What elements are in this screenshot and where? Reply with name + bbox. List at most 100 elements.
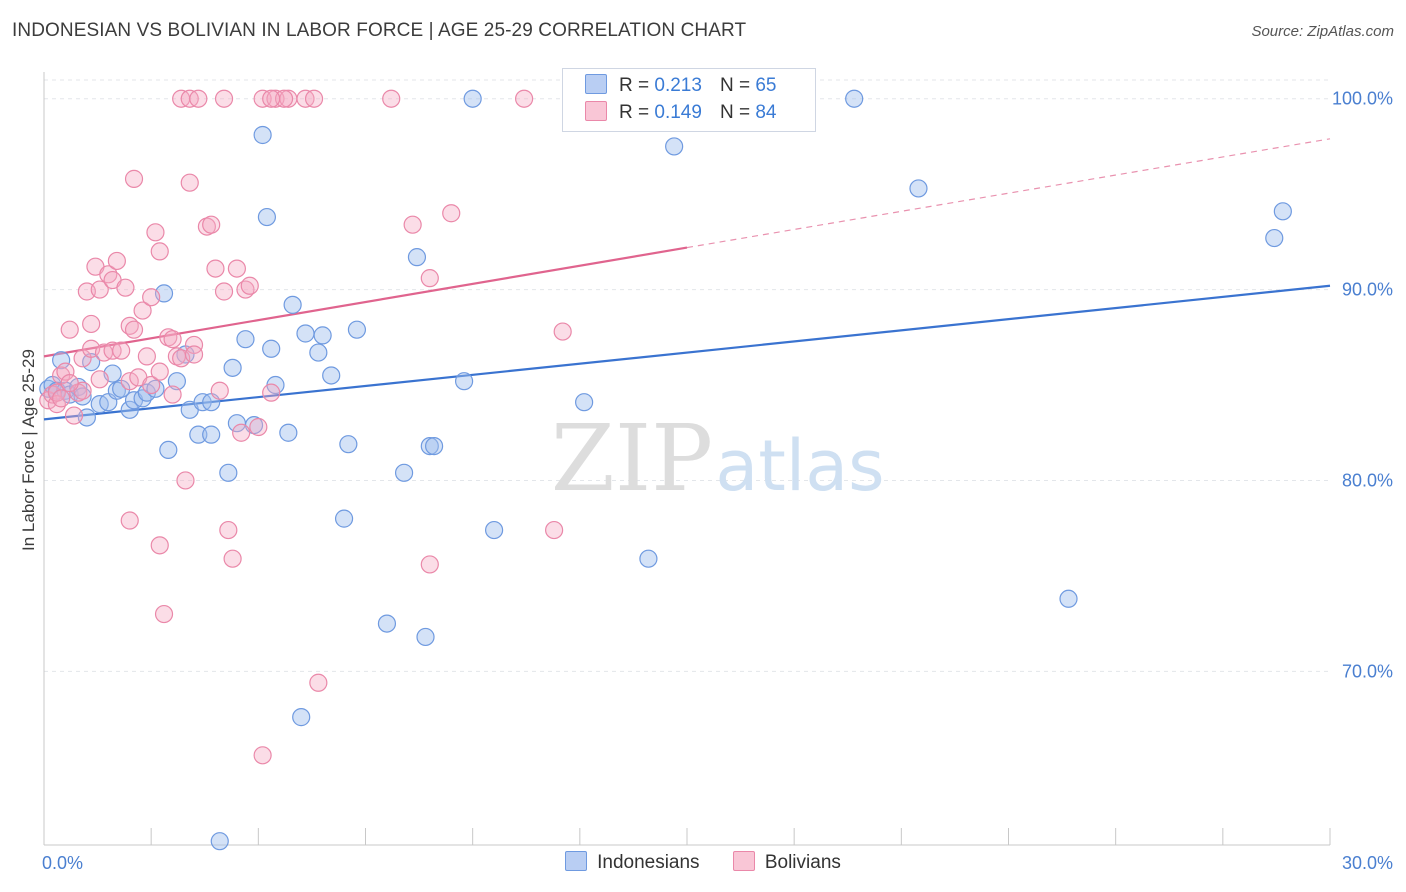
point-bolivians	[189, 89, 208, 108]
point-bolivians	[120, 372, 139, 391]
point-indonesians	[292, 708, 311, 727]
point-bolivians	[214, 282, 234, 301]
watermark-atlas: atlas	[715, 425, 884, 507]
point-bolivians	[107, 251, 126, 271]
point-indonesians	[339, 435, 358, 454]
point-indonesians	[52, 351, 71, 370]
point-bolivians	[133, 301, 152, 320]
point-bolivians	[137, 347, 156, 366]
point-bolivians	[214, 89, 234, 108]
point-bolivians	[420, 555, 439, 574]
point-indonesians	[159, 440, 178, 460]
point-bolivians	[90, 370, 109, 389]
point-bolivians	[52, 389, 71, 408]
y-tick-label-0: 100.0%	[1332, 89, 1393, 109]
watermark-zip: ZIP	[551, 405, 713, 512]
chart-title: INDONESIAN VS BOLIVIAN IN LABOR FORCE | …	[12, 20, 747, 41]
series-label-bolivians: Bolivians	[764, 852, 841, 873]
point-indonesians	[639, 549, 658, 568]
tick-labels: 100.0% 90.0% 80.0% 70.0% 0.0% 30.0%	[42, 89, 1393, 873]
point-indonesians	[257, 207, 277, 227]
point-indonesians	[223, 358, 242, 377]
point-indonesians	[253, 125, 272, 145]
data-points	[39, 89, 1292, 851]
point-bolivians	[206, 259, 225, 278]
point-indonesians	[1265, 228, 1284, 248]
point-bolivians	[202, 215, 221, 234]
point-indonesians	[1273, 202, 1292, 221]
point-bolivians	[163, 330, 182, 349]
series-legend-indonesians[interactable]: Indonesians	[565, 851, 700, 874]
point-bolivians	[262, 89, 281, 108]
point-indonesians	[283, 295, 302, 314]
watermark: ZIP atlas	[551, 405, 885, 512]
stats-legend: R = 0.213 N = 65 R = 0.149 N = 84	[562, 68, 816, 132]
point-indonesians	[424, 436, 444, 456]
point-indonesians	[416, 627, 435, 647]
point-bolivians	[545, 520, 564, 540]
point-bolivians	[146, 223, 165, 242]
legend-r-value-indonesians: 0.213	[654, 75, 702, 96]
point-bolivians	[116, 278, 135, 297]
point-bolivians	[420, 269, 439, 288]
x-tick-label-0: 0.0%	[42, 853, 83, 873]
series-swatch-bolivians	[732, 851, 755, 871]
point-bolivians	[227, 259, 246, 278]
x-tick-label-1: 30.0%	[1342, 853, 1393, 873]
point-bolivians	[120, 511, 139, 530]
point-bolivians	[90, 280, 109, 299]
y-tick-label-1: 90.0%	[1342, 280, 1393, 300]
point-indonesians	[82, 353, 101, 372]
legend-r-label: R =	[619, 102, 650, 123]
point-indonesians	[334, 509, 354, 528]
point-bolivians	[150, 362, 169, 381]
point-indonesians	[219, 463, 238, 482]
point-bolivians	[82, 314, 101, 334]
point-indonesians	[120, 400, 139, 419]
point-bolivians	[112, 341, 131, 360]
y-tick-label-2: 80.0%	[1342, 470, 1393, 490]
point-indonesians	[909, 179, 928, 198]
point-indonesians	[210, 832, 229, 851]
point-bolivians	[176, 471, 195, 490]
point-bolivians	[150, 536, 169, 555]
point-bolivians	[442, 204, 461, 223]
point-indonesians	[463, 89, 482, 108]
point-bolivians	[249, 417, 268, 437]
legend-n-label: N =	[719, 75, 751, 96]
point-indonesians	[296, 324, 315, 343]
trend-lines	[43, 138, 1331, 421]
point-bolivians	[184, 335, 204, 355]
series-legend-bolivians[interactable]: Bolivians	[732, 851, 841, 874]
point-bolivians	[515, 89, 534, 108]
series-swatch-indonesians	[565, 851, 588, 871]
point-bolivians	[60, 374, 79, 393]
point-bolivians	[553, 322, 572, 341]
point-bolivians	[150, 242, 169, 261]
legend-row-bolivians: R = 0.149 N = 84	[585, 101, 776, 127]
legend-r-value-bolivians: 0.149	[654, 102, 702, 123]
point-bolivians	[382, 89, 401, 108]
chart-source: Source: ZipAtlas.com	[1251, 23, 1394, 40]
y-axis-label-wrap: In Labor Force | Age 25-29	[14, 300, 44, 600]
point-bolivians	[124, 169, 144, 188]
point-bolivians	[274, 89, 294, 108]
point-indonesians	[322, 366, 341, 385]
legend-swatch-bolivians	[585, 101, 607, 121]
point-indonesians	[575, 393, 594, 412]
legend-swatch-indonesians	[585, 74, 607, 94]
point-bolivians	[184, 345, 204, 364]
point-indonesians	[845, 89, 864, 108]
point-bolivians	[64, 406, 84, 425]
point-indonesians	[202, 425, 221, 444]
point-indonesians	[279, 423, 298, 442]
legend-n-value-indonesians: 65	[755, 75, 777, 96]
point-bolivians	[304, 89, 324, 108]
point-bolivians	[124, 320, 144, 339]
point-bolivians	[232, 423, 251, 442]
point-indonesians	[407, 248, 427, 267]
point-bolivians	[403, 215, 422, 234]
point-bolivians	[219, 520, 238, 540]
point-bolivians	[56, 362, 75, 381]
